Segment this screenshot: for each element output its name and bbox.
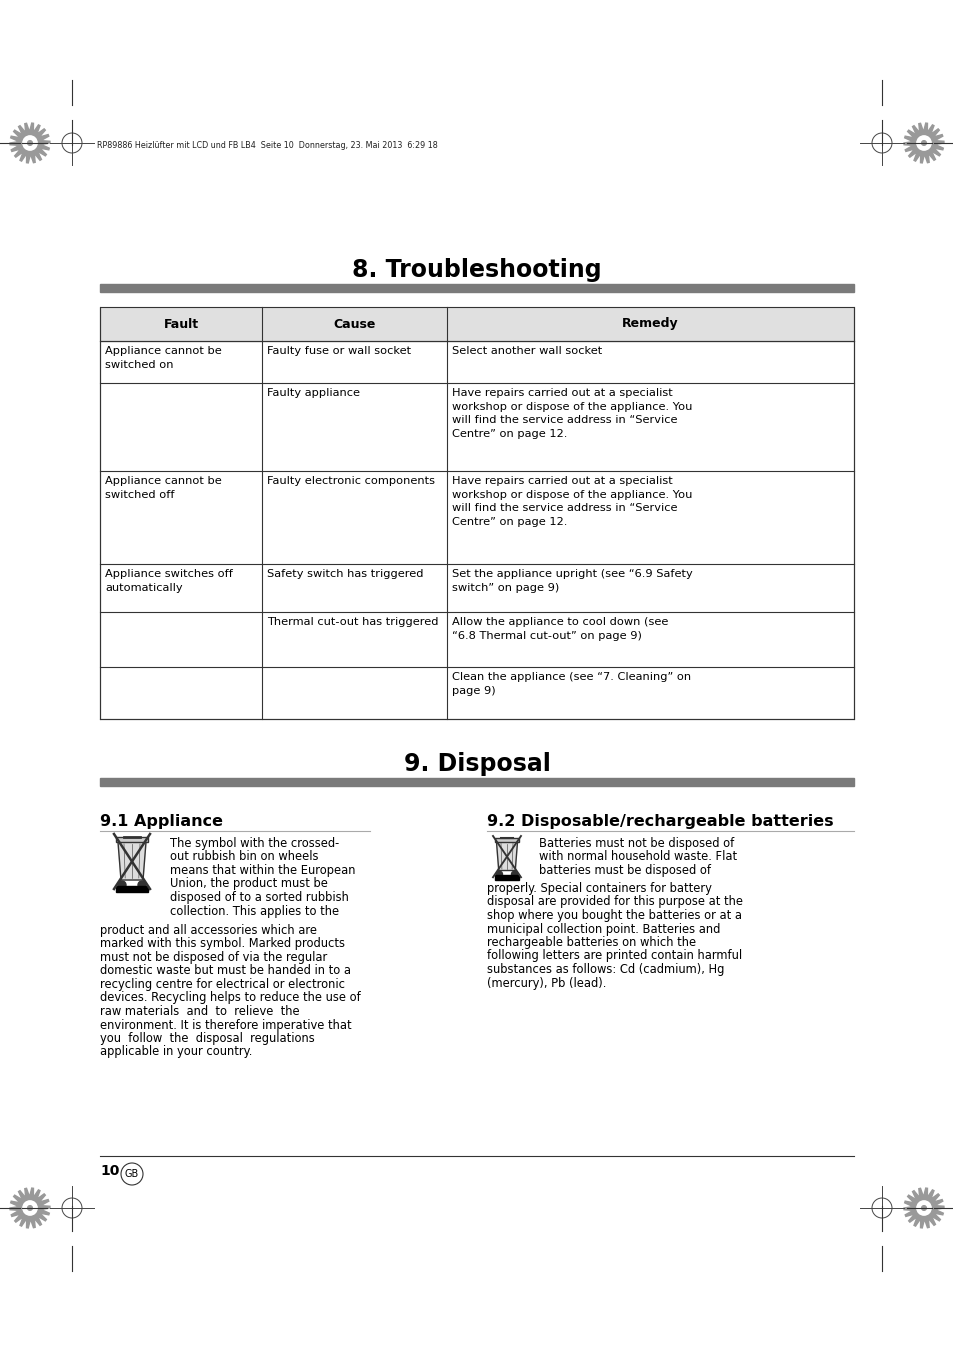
Text: 10: 10 bbox=[100, 1165, 119, 1178]
Polygon shape bbox=[903, 123, 943, 163]
Text: Faulty electronic components: Faulty electronic components bbox=[267, 476, 435, 486]
Polygon shape bbox=[496, 842, 517, 870]
Circle shape bbox=[496, 871, 502, 877]
Text: The symbol with the crossed-: The symbol with the crossed- bbox=[170, 838, 339, 850]
Text: 9.1 Appliance: 9.1 Appliance bbox=[100, 815, 223, 830]
Text: Clean the appliance (see “7. Cleaning” on
page 9): Clean the appliance (see “7. Cleaning” o… bbox=[452, 671, 690, 696]
Text: collection. This applies to the: collection. This applies to the bbox=[170, 905, 338, 917]
Circle shape bbox=[118, 881, 126, 889]
Bar bbox=[495, 875, 518, 880]
Text: must not be disposed of via the regular: must not be disposed of via the regular bbox=[100, 951, 327, 965]
Text: Appliance cannot be
switched on: Appliance cannot be switched on bbox=[105, 346, 221, 370]
Text: 8. Troubleshooting: 8. Troubleshooting bbox=[352, 258, 601, 282]
Text: shop where you bought the batteries or at a: shop where you bought the batteries or a… bbox=[486, 909, 741, 921]
Circle shape bbox=[921, 141, 925, 146]
Text: 9. Disposal: 9. Disposal bbox=[403, 753, 550, 775]
Text: rechargeable batteries on which the: rechargeable batteries on which the bbox=[486, 936, 696, 948]
Circle shape bbox=[28, 1205, 32, 1210]
Circle shape bbox=[916, 136, 930, 150]
Text: Thermal cut-out has triggered: Thermal cut-out has triggered bbox=[267, 617, 438, 627]
Text: Remedy: Remedy bbox=[621, 317, 678, 331]
Text: Batteries must not be disposed of: Batteries must not be disposed of bbox=[538, 838, 734, 850]
Circle shape bbox=[916, 1201, 930, 1215]
Bar bbox=[116, 838, 148, 842]
Text: Faulty fuse or wall socket: Faulty fuse or wall socket bbox=[267, 346, 411, 357]
Bar bbox=[100, 778, 853, 786]
Text: (mercury), Pb (lead).: (mercury), Pb (lead). bbox=[486, 977, 606, 989]
Text: Faulty appliance: Faulty appliance bbox=[267, 388, 359, 399]
Text: Allow the appliance to cool down (see
“6.8 Thermal cut-out” on page 9): Allow the appliance to cool down (see “6… bbox=[452, 617, 667, 640]
Text: substances as follows: Cd (cadmium), Hg: substances as follows: Cd (cadmium), Hg bbox=[486, 963, 723, 975]
Text: Have repairs carried out at a specialist
workshop or dispose of the appliance. Y: Have repairs carried out at a specialist… bbox=[452, 476, 692, 527]
Circle shape bbox=[511, 871, 517, 877]
Text: devices. Recycling helps to reduce the use of: devices. Recycling helps to reduce the u… bbox=[100, 992, 360, 1005]
Circle shape bbox=[921, 1205, 925, 1210]
Text: following letters are printed contain harmful: following letters are printed contain ha… bbox=[486, 950, 741, 962]
Text: environment. It is therefore imperative that: environment. It is therefore imperative … bbox=[100, 1019, 352, 1032]
Text: Appliance switches off
automatically: Appliance switches off automatically bbox=[105, 569, 233, 593]
Polygon shape bbox=[903, 1188, 943, 1228]
Text: applicable in your country.: applicable in your country. bbox=[100, 1046, 253, 1058]
Text: product and all accessories which are: product and all accessories which are bbox=[100, 924, 316, 938]
Text: RP89886 Heizlüfter mit LCD und FB LB4  Seite 10  Donnerstag, 23. Mai 2013  6:29 : RP89886 Heizlüfter mit LCD und FB LB4 Se… bbox=[97, 141, 437, 150]
Text: marked with this symbol. Marked products: marked with this symbol. Marked products bbox=[100, 938, 345, 951]
Text: domestic waste but must be handed in to a: domestic waste but must be handed in to … bbox=[100, 965, 351, 978]
Circle shape bbox=[138, 881, 146, 889]
Polygon shape bbox=[10, 123, 50, 163]
Text: with normal household waste. Flat: with normal household waste. Flat bbox=[538, 851, 737, 863]
Text: GB: GB bbox=[125, 1169, 139, 1179]
Circle shape bbox=[121, 1163, 143, 1185]
Text: batteries must be disposed of: batteries must be disposed of bbox=[538, 865, 710, 877]
Text: Fault: Fault bbox=[163, 317, 198, 331]
Text: recycling centre for electrical or electronic: recycling centre for electrical or elect… bbox=[100, 978, 345, 992]
Text: Set the appliance upright (see “6.9 Safety
switch” on page 9): Set the appliance upright (see “6.9 Safe… bbox=[452, 569, 692, 593]
Bar bbox=[100, 340, 853, 719]
Text: Union, the product must be: Union, the product must be bbox=[170, 878, 328, 890]
Text: means that within the European: means that within the European bbox=[170, 865, 355, 877]
Polygon shape bbox=[10, 1188, 50, 1228]
Text: Select another wall socket: Select another wall socket bbox=[452, 346, 601, 357]
Text: you  follow  the  disposal  regulations: you follow the disposal regulations bbox=[100, 1032, 314, 1046]
Text: disposed of to a sorted rubbish: disposed of to a sorted rubbish bbox=[170, 892, 349, 904]
Text: disposal are provided for this purpose at the: disposal are provided for this purpose a… bbox=[486, 896, 742, 908]
Text: Appliance cannot be
switched off: Appliance cannot be switched off bbox=[105, 476, 221, 500]
Text: raw materials  and  to  relieve  the: raw materials and to relieve the bbox=[100, 1005, 299, 1019]
Text: Cause: Cause bbox=[333, 317, 375, 331]
Bar bbox=[495, 838, 518, 842]
Circle shape bbox=[23, 136, 37, 150]
Text: out rubbish bin on wheels: out rubbish bin on wheels bbox=[170, 851, 318, 863]
Bar bbox=[100, 284, 853, 292]
Bar bbox=[116, 886, 148, 892]
Text: Safety switch has triggered: Safety switch has triggered bbox=[267, 569, 423, 580]
Text: 9.2 Disposable/rechargeable batteries: 9.2 Disposable/rechargeable batteries bbox=[486, 815, 833, 830]
Polygon shape bbox=[118, 842, 146, 880]
Text: municipal collection point. Batteries and: municipal collection point. Batteries an… bbox=[486, 923, 720, 935]
Text: properly. Special containers for battery: properly. Special containers for battery bbox=[486, 882, 711, 894]
Bar bbox=[100, 307, 853, 340]
Circle shape bbox=[28, 141, 32, 146]
Text: Have repairs carried out at a specialist
workshop or dispose of the appliance. Y: Have repairs carried out at a specialist… bbox=[452, 388, 692, 439]
Circle shape bbox=[23, 1201, 37, 1215]
